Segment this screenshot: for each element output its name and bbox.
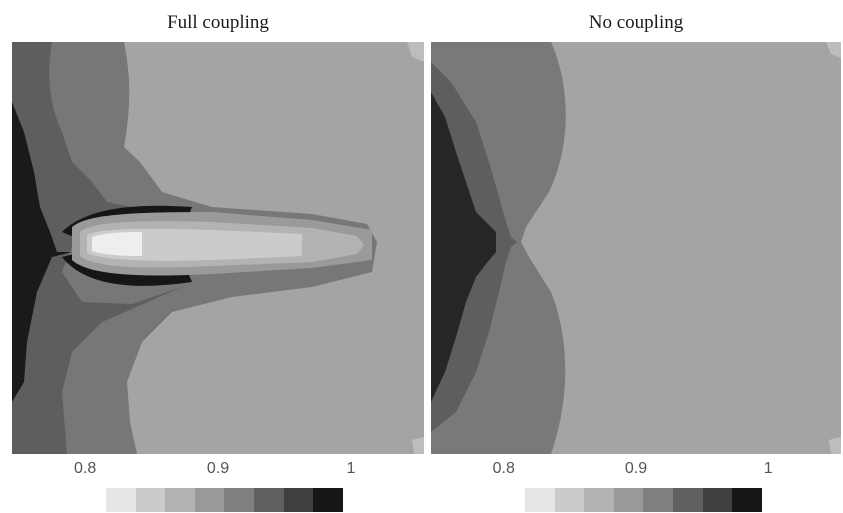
panel-title-no-coupling: No coupling bbox=[588, 12, 684, 33]
contour-region-corner-top bbox=[826, 42, 841, 58]
panel-title-full-coupling: Full coupling bbox=[167, 12, 269, 33]
x-tick-label: 0.8 bbox=[492, 460, 515, 477]
colorbar-swatch bbox=[135, 488, 166, 512]
contour-region-level-darkest bbox=[12, 102, 72, 402]
colorbar-swatch bbox=[253, 488, 284, 512]
colorbar-swatch bbox=[165, 488, 195, 512]
x-tick-label: 0.8 bbox=[73, 460, 97, 477]
colorbar-swatch bbox=[613, 488, 644, 512]
colorbar-swatch bbox=[554, 488, 585, 512]
x-tick-label: 1 bbox=[346, 460, 356, 477]
contour-region-corner-bottom bbox=[412, 437, 424, 454]
colorbar-swatch bbox=[313, 488, 343, 512]
contour-region-plume-core bbox=[92, 232, 142, 256]
colorbar-swatch bbox=[106, 488, 136, 512]
x-tick-label: 0.9 bbox=[624, 460, 648, 477]
contour-region-level-dark bbox=[12, 42, 312, 454]
contour-region-lower-arm bbox=[62, 254, 192, 286]
colorbar-swatch bbox=[283, 488, 314, 512]
x-tick-label: 0.9 bbox=[206, 460, 230, 477]
colorbar-no-coupling bbox=[525, 488, 762, 512]
contour-svg-no-coupling bbox=[431, 42, 841, 454]
colorbar-swatch bbox=[702, 488, 733, 512]
contour-region-level-darkest bbox=[431, 92, 496, 402]
colorbar-swatch bbox=[643, 488, 673, 512]
x-tick-label: 1 bbox=[763, 460, 773, 477]
colorbar-swatch bbox=[584, 488, 614, 512]
contour-plot-full-coupling bbox=[12, 42, 424, 454]
contour-svg-full-coupling bbox=[12, 42, 424, 454]
colorbar-swatch bbox=[525, 488, 555, 512]
colorbar-full-coupling bbox=[106, 488, 343, 512]
colorbar-swatch bbox=[194, 488, 225, 512]
colorbar-swatch bbox=[672, 488, 703, 512]
contour-region-corner-top bbox=[407, 42, 424, 62]
colorbar-swatch bbox=[224, 488, 254, 512]
colorbar-swatch bbox=[732, 488, 762, 512]
contour-plot-no-coupling bbox=[431, 42, 841, 454]
contour-region-corner-bottom bbox=[829, 437, 841, 454]
